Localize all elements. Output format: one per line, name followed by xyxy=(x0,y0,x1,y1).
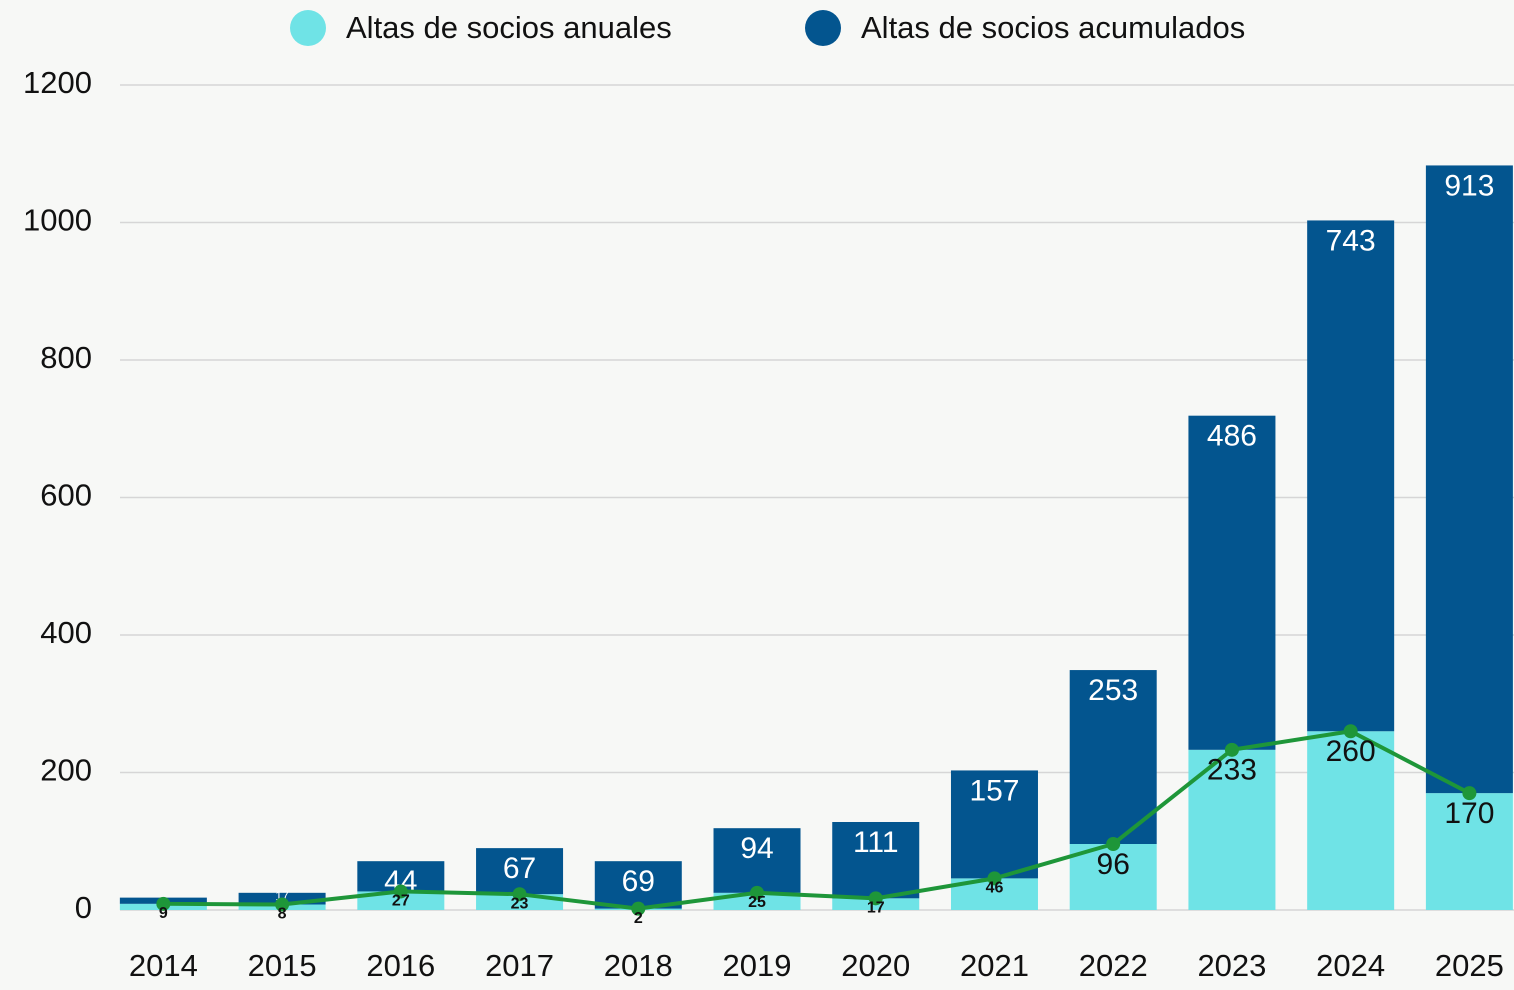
bar-segment xyxy=(832,822,920,899)
x-tick-label: 2014 xyxy=(129,948,198,983)
legend-swatch xyxy=(290,10,326,46)
line-point xyxy=(393,884,408,899)
bar-segment xyxy=(1188,415,1276,750)
x-tick-label: 2016 xyxy=(366,948,435,983)
data-label: 253 xyxy=(1088,674,1138,707)
data-label: 25 xyxy=(748,894,766,911)
x-tick-label: 2024 xyxy=(1316,948,1385,983)
x-tick-label: 2019 xyxy=(723,948,792,983)
y-tick-label: 1200 xyxy=(23,65,92,100)
data-label: 260 xyxy=(1326,735,1376,768)
line-point xyxy=(987,871,1002,886)
data-label: 743 xyxy=(1326,224,1376,257)
data-label: 96 xyxy=(1097,848,1130,881)
data-label: 157 xyxy=(969,774,1019,807)
line-point xyxy=(275,897,290,912)
data-label: 46 xyxy=(986,880,1004,897)
data-label: 23 xyxy=(511,895,529,912)
line-point xyxy=(631,901,646,916)
x-tick-label: 2025 xyxy=(1435,948,1504,983)
bar-segment xyxy=(594,861,682,909)
bar-segment xyxy=(713,828,801,893)
legend-label: Altas de socios acumulados xyxy=(861,10,1245,45)
y-tick-label: 200 xyxy=(40,753,92,788)
data-label: 27 xyxy=(392,893,410,910)
y-tick-label: 800 xyxy=(40,340,92,375)
data-label: 67 xyxy=(503,852,536,885)
data-label: 170 xyxy=(1444,797,1494,830)
x-tick-label: 2023 xyxy=(1197,948,1266,983)
line-point xyxy=(156,896,171,911)
data-label: 233 xyxy=(1207,754,1257,787)
data-label: 8 xyxy=(278,906,287,923)
line-point xyxy=(868,891,883,906)
bar-segment xyxy=(1425,793,1513,910)
bar-segment xyxy=(357,891,445,910)
data-label: 111 xyxy=(853,826,899,859)
y-tick-label: 400 xyxy=(40,615,92,650)
x-tick-label: 2017 xyxy=(485,948,554,983)
bar-segment xyxy=(1069,844,1157,910)
line-point xyxy=(512,887,527,902)
data-label: 94 xyxy=(740,832,773,865)
line-point xyxy=(1224,742,1239,757)
x-tick-label: 2018 xyxy=(604,948,673,983)
bar-segment xyxy=(1069,670,1157,844)
x-tick-label: 2015 xyxy=(248,948,317,983)
x-tick-label: 2021 xyxy=(960,948,1029,983)
y-tick-label: 600 xyxy=(40,478,92,513)
bar-segment xyxy=(1188,749,1276,910)
data-label: 913 xyxy=(1444,169,1494,202)
data-label: 9 xyxy=(159,905,168,922)
bar-segment xyxy=(950,770,1038,879)
data-label: 486 xyxy=(1207,420,1257,453)
bar-segment xyxy=(1307,731,1395,910)
line-point xyxy=(750,885,765,900)
bar-segment xyxy=(1425,165,1513,794)
y-tick-label: 0 xyxy=(75,890,92,925)
line-point xyxy=(1462,786,1477,801)
trend-line xyxy=(163,729,1471,911)
line-point xyxy=(1106,837,1121,851)
data-label: 69 xyxy=(622,865,655,898)
bar-segment xyxy=(1307,220,1395,732)
x-tick-label: 2022 xyxy=(1079,948,1148,983)
bar-segment xyxy=(476,848,564,895)
legend-swatch xyxy=(805,10,841,46)
data-label: 17 xyxy=(867,900,885,917)
data-label: 2 xyxy=(634,910,643,927)
line-point xyxy=(1343,724,1358,739)
legend-label: Altas de socios anuales xyxy=(346,10,672,45)
x-tick-label: 2020 xyxy=(841,948,910,983)
y-tick-label: 1000 xyxy=(23,203,92,238)
